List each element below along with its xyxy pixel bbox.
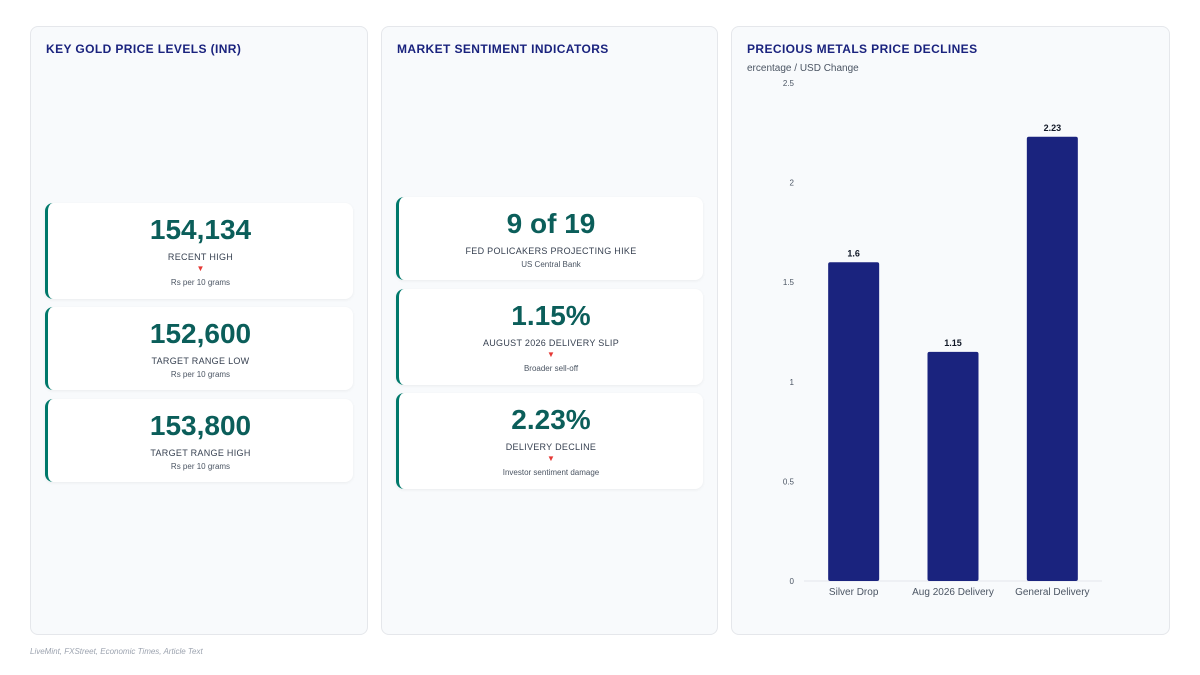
bar-data-label: 2.23 (1044, 123, 1062, 133)
kpi-subtext: US Central Bank (521, 260, 581, 269)
kpi-label: AUGUST 2026 DELIVERY SLIP (482, 338, 620, 348)
x-tick-label: Aug 2026 Delivery (912, 587, 994, 598)
chart-title: PRECIOUS METALS PRICE DECLINES (747, 42, 978, 56)
sentiment-panel-title: MARKET SENTIMENT INDICATORS (397, 42, 609, 56)
bar (1026, 136, 1078, 581)
kpi-card-recent-high: 154,134 RECENT HIGH ▼ Rs per 10 grams (45, 203, 353, 299)
down-arrow-icon: ▼ (547, 350, 555, 359)
market-sentiment-panel: MARKET SENTIMENT INDICATORS 9 of 19 FED … (381, 26, 718, 635)
kpi-value: 2.23% (511, 404, 591, 435)
y-tick-label: 1 (790, 378, 795, 387)
x-tick-label: General Delivery (1015, 587, 1089, 598)
bar-data-label: 1.6 (847, 248, 860, 258)
kpi-subtext: Rs per 10 grams (170, 370, 231, 379)
kpi-subtext: Rs per 10 grams (170, 462, 231, 471)
source-footer: LiveMint, FXStreet, Economic Times, Arti… (30, 647, 203, 656)
y-tick-label: 0.5 (783, 477, 795, 486)
gold-panel-title: KEY GOLD PRICE LEVELS (INR) (46, 42, 242, 56)
kpi-value: 152,600 (149, 318, 252, 349)
kpi-label: RECENT HIGH (167, 252, 234, 262)
down-arrow-icon: ▼ (196, 264, 205, 273)
bar (828, 262, 880, 581)
gold-levels-panel: KEY GOLD PRICE LEVELS (INR) 154,134 RECE… (30, 26, 368, 635)
price-declines-chart-panel: PRECIOUS METALS PRICE DECLINES ercentage… (731, 26, 1170, 635)
kpi-label: FED POLICAKERS PROJECTING HIKE (465, 246, 637, 256)
kpi-value: 154,134 (149, 214, 252, 245)
down-arrow-icon: ▼ (547, 454, 555, 463)
kpi-value: 1.15% (511, 300, 591, 331)
kpi-card-target-low: 152,600 TARGET RANGE LOW Rs per 10 grams (45, 307, 353, 390)
kpi-card-target-high: 153,800 TARGET RANGE HIGH Rs per 10 gram… (45, 399, 353, 482)
kpi-subtext: Rs per 10 grams (170, 278, 231, 287)
bar-data-label: 1.15 (944, 338, 962, 348)
kpi-label: TARGET RANGE LOW (151, 356, 250, 366)
x-tick-label: Silver Drop (829, 587, 879, 598)
y-tick-label: 1.5 (783, 278, 795, 287)
kpi-subtext: Investor sentiment damage (502, 468, 600, 477)
kpi-card-august-delivery: 1.15% AUGUST 2026 DELIVERY SLIP ▼ Broade… (396, 289, 703, 385)
kpi-label: TARGET RANGE HIGH (150, 448, 251, 458)
bar-chart: 0 0.5 1 1.5 2 2.5 1.6 Silver Drop 1.15 Aug 2026 D… (783, 79, 1102, 598)
kpi-card-fed-policymakers: 9 of 19 FED POLICAKERS PROJECTING HIKE U… (396, 197, 703, 280)
kpi-value: 153,800 (149, 410, 252, 441)
y-tick-label: 2.5 (783, 79, 795, 88)
kpi-label: DELIVERY DECLINE (505, 442, 597, 452)
kpi-value: 9 of 19 (506, 208, 596, 239)
y-tick-label: 2 (790, 179, 795, 188)
kpi-subtext: Broader sell-off (523, 364, 579, 373)
chart-y-axis-label: ercentage / USD Change (747, 63, 859, 74)
kpi-card-delivery-decline: 2.23% DELIVERY DECLINE ▼ Investor sentim… (396, 393, 703, 489)
y-tick-label: 0 (790, 577, 795, 586)
bar (927, 351, 979, 581)
